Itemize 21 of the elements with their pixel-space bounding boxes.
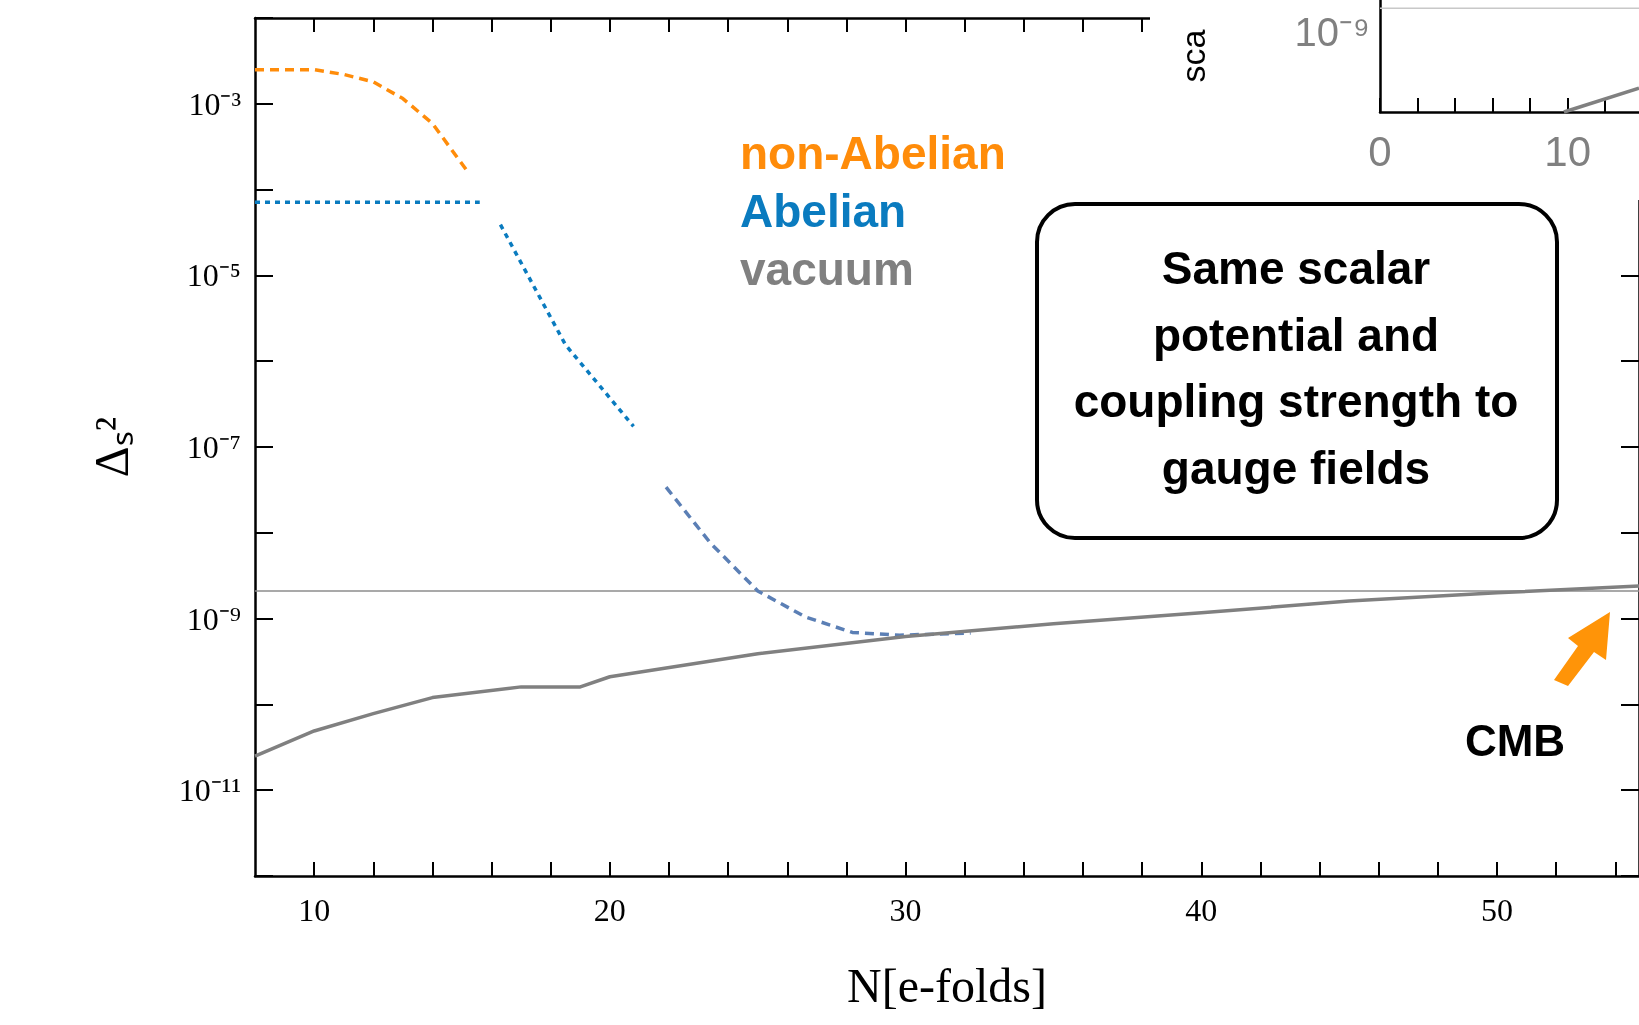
annotation: Same scalar potential and coupling strength to gauge fields <box>1072 241 1520 497</box>
x-tick-label: 50 <box>1481 892 1514 928</box>
y-tick-label: 10⁻⁷ <box>186 429 241 465</box>
annotation: 10⁻⁹ <box>1294 10 1370 54</box>
x-tick-label: 10 <box>298 892 331 928</box>
x-tick-label: 30 <box>889 892 922 928</box>
text: non-Abelian <box>740 127 1006 179</box>
y-tick-label: 10⁻³ <box>188 85 241 122</box>
y-axis-title: sca <box>1174 29 1212 83</box>
text: Abelian <box>740 185 907 237</box>
annotation: CMB <box>1463 715 1567 767</box>
x-tick-label: 10 <box>1544 127 1592 175</box>
y-tick-label: 10⁻¹¹ <box>178 772 241 809</box>
x-tick-label: 40 <box>1185 892 1218 928</box>
y-axis-title: Δₛ² <box>84 416 138 478</box>
x-axis-title: N[e-folds] <box>847 958 1047 1012</box>
text: vacuum <box>740 243 914 295</box>
x-tick-label: 20 <box>593 892 626 928</box>
y-tick-label: 10⁻⁹ <box>186 600 241 637</box>
y-tick-label: 10⁻⁵ <box>186 257 241 294</box>
x-tick-label: 0 <box>1368 127 1392 175</box>
